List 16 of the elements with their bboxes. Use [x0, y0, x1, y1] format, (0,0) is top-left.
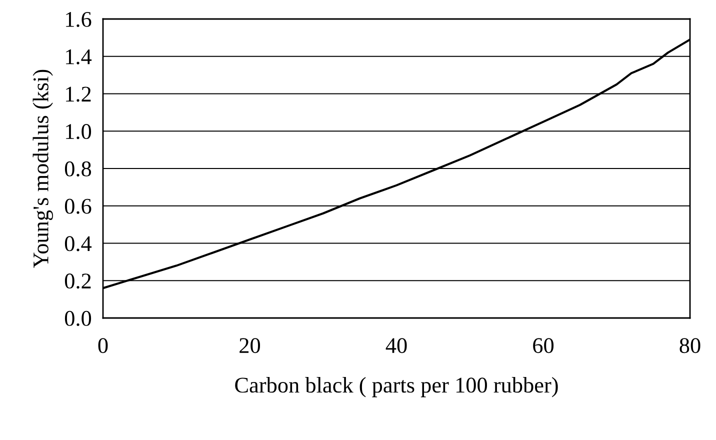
y-axis-title: Young's modulus (ksi) — [32, 70, 53, 268]
y-tick-label: 1.6 — [66, 12, 92, 28]
x-tick-label: 60 — [533, 338, 554, 354]
x-tick-label: 80 — [680, 338, 700, 354]
x-tick-label: 0 — [98, 338, 108, 354]
y-tick-label: 0.2 — [64, 274, 91, 289]
y-tick-label: 1.0 — [66, 124, 92, 140]
y-tick-label: 0.4 — [64, 236, 92, 252]
x-tick-label: 20 — [240, 338, 260, 354]
y-tick-label: 1.4 — [66, 49, 92, 64]
y-tick-label: 1.2 — [66, 86, 91, 102]
x-axis-title: Carbon black ( parts per 100 rubber) — [235, 377, 558, 398]
y-tick-label: 0.0 — [64, 310, 92, 326]
y-tick-label: 0.8 — [64, 161, 92, 177]
x-tick-label: 40 — [386, 338, 407, 354]
y-tick-label: 0.6 — [64, 198, 92, 214]
